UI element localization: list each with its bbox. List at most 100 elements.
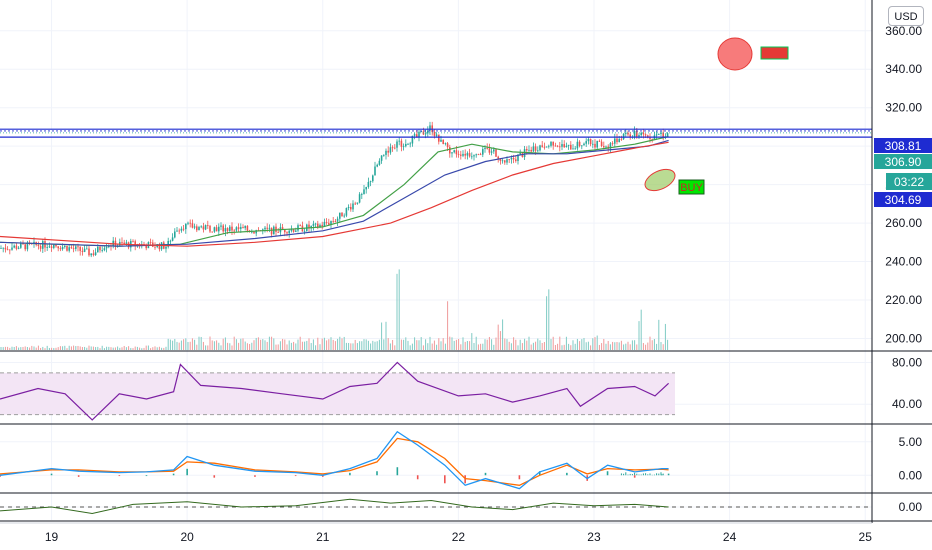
candle-body	[519, 153, 521, 155]
candle-body	[385, 150, 387, 155]
macd-histogram-bar	[186, 468, 188, 476]
volume-bar	[625, 343, 627, 350]
volume-bar	[614, 342, 616, 350]
candle-body	[649, 137, 651, 140]
candle-body	[614, 138, 616, 144]
volume-bar	[282, 338, 284, 350]
buy-annotation[interactable]: BUY	[678, 179, 705, 195]
macd-histogram-bar	[294, 475, 297, 477]
volume-bar	[70, 346, 72, 350]
macd-histogram-bar	[538, 471, 541, 476]
volume-bar	[422, 345, 424, 350]
candle-body	[620, 138, 623, 140]
volume-bar	[55, 347, 57, 350]
volume-bar	[374, 341, 376, 350]
volume-bar	[81, 347, 83, 350]
volume-bar	[33, 346, 35, 350]
candle-body	[347, 206, 350, 208]
x-tick-label: 21	[316, 530, 330, 544]
volume-bar	[482, 343, 484, 350]
volume-bar	[658, 319, 660, 350]
volume-bar	[664, 323, 666, 350]
y-tick-label: 5.00	[899, 435, 923, 449]
volume-bar	[480, 343, 482, 350]
volume-bar	[326, 340, 328, 350]
volume-bar	[106, 346, 108, 350]
time-axis[interactable]: 19 20 21 22 23 24 25	[0, 522, 872, 544]
volume-bar	[464, 341, 466, 350]
candle-body	[636, 130, 638, 137]
volume-bar	[154, 346, 156, 350]
volume-bar	[26, 347, 28, 350]
volume-bar	[169, 339, 171, 350]
volume-bar	[4, 346, 6, 350]
volume-bar	[128, 346, 130, 350]
candle-body	[88, 248, 90, 256]
candle-body	[572, 148, 574, 150]
candle-body	[460, 154, 462, 156]
candle-body	[295, 230, 297, 232]
volume-bar	[88, 345, 90, 350]
panel-dividers[interactable]	[0, 350, 932, 522]
volume-bar	[253, 340, 255, 350]
candle-body	[372, 175, 374, 182]
volume-bar	[656, 343, 658, 350]
candle-body	[255, 230, 257, 234]
macd-line	[0, 430, 669, 490]
volume-bar	[546, 296, 548, 350]
candle-body	[174, 231, 176, 238]
candle-body	[233, 230, 235, 232]
candle-body	[440, 139, 442, 142]
volume-bar	[176, 341, 178, 350]
candle-body	[185, 223, 187, 230]
candle-body	[99, 246, 101, 251]
volume-bar	[139, 347, 141, 350]
volume-bar	[257, 337, 259, 350]
volume-bar	[266, 341, 268, 350]
candle-body	[380, 155, 383, 161]
candle-body	[149, 242, 152, 244]
candle-body	[204, 224, 207, 230]
candle-body	[541, 145, 543, 147]
volume-bar	[334, 341, 336, 350]
candle-body	[559, 146, 561, 148]
sma-red-line	[0, 141, 669, 247]
grid	[0, 0, 872, 520]
volume-bar	[376, 341, 378, 350]
macd-hist-bar	[662, 473, 664, 476]
volume-bar	[275, 344, 277, 350]
candle-body	[42, 241, 44, 249]
volume-bar	[119, 347, 121, 350]
volume-bar	[227, 342, 229, 350]
y-tick-label: 340.00	[885, 62, 922, 76]
volume-bar	[317, 337, 319, 350]
last-price-label: 306.90	[885, 155, 922, 169]
macd-hist-bar	[660, 472, 662, 476]
volume-bar	[431, 343, 433, 350]
macd-hist-bar	[649, 473, 651, 476]
macd-hist-bar	[653, 474, 655, 476]
currency-button[interactable]: USD	[888, 6, 924, 26]
volume-bar	[416, 340, 418, 350]
price-axis[interactable]: 200.00220.00240.00260.00280.00300.00320.…	[871, 0, 923, 523]
candle-body	[169, 240, 172, 242]
candle-body	[240, 227, 242, 229]
candle-body	[405, 143, 407, 147]
candle-body	[290, 229, 293, 231]
candle-body	[457, 154, 460, 156]
candle-body	[75, 246, 77, 249]
bottom-line-label: 304.69	[885, 193, 922, 207]
volume-bar	[585, 342, 587, 350]
candle-body	[484, 148, 486, 150]
volume-bar	[121, 347, 123, 350]
volume-bar	[504, 338, 506, 350]
candle-body	[319, 224, 321, 228]
volume-bar	[612, 341, 614, 350]
volume-bar	[132, 348, 134, 350]
macd-histogram-bar	[518, 475, 521, 480]
price-candles	[0, 121, 669, 258]
candle-body	[207, 224, 209, 226]
volume-bar	[11, 346, 13, 350]
candle-body	[508, 159, 510, 161]
